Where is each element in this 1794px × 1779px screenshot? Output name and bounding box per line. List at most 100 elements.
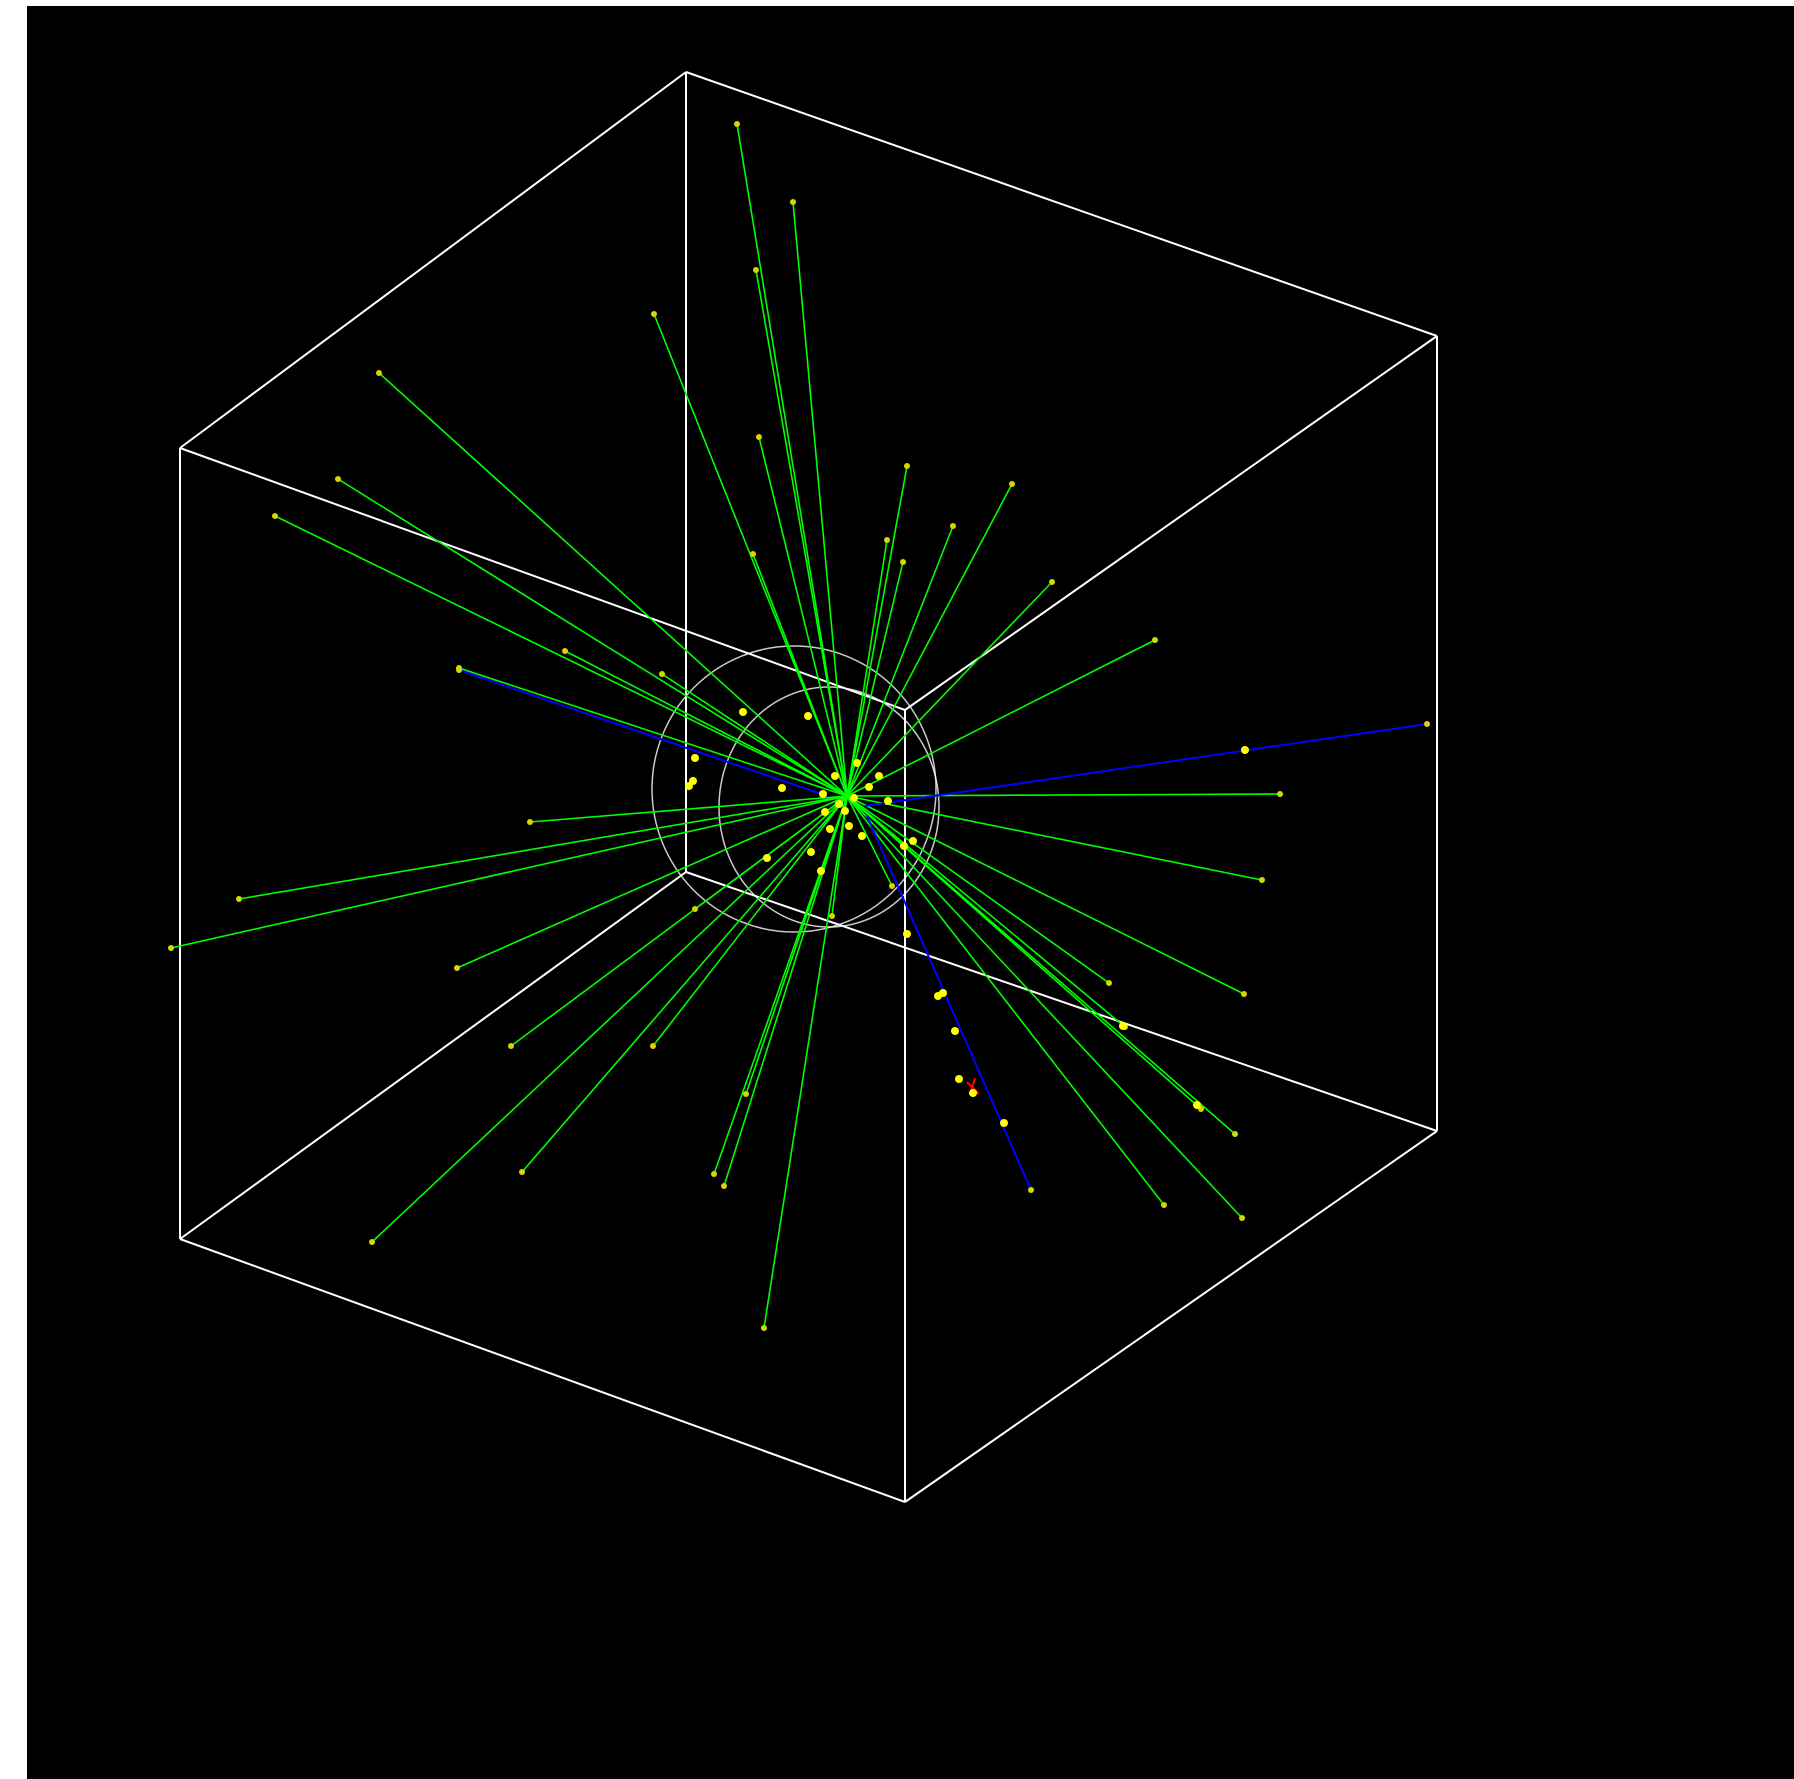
charged-track [846, 525, 954, 797]
track-endpoint [454, 965, 460, 971]
track-endpoint [1049, 579, 1055, 585]
charged-track [378, 372, 848, 797]
charged-track [846, 795, 1126, 1028]
track-endpoint [1152, 637, 1158, 643]
track-endpoint [376, 370, 382, 376]
charged-track [846, 795, 893, 887]
detector-edge [685, 871, 1438, 1132]
track-endpoint [1106, 980, 1112, 986]
track-hit [1119, 1022, 1127, 1030]
track-hit [939, 989, 947, 997]
track-endpoint [519, 1169, 525, 1175]
charged-track [792, 201, 848, 797]
charged-track [831, 795, 848, 917]
charged-track [846, 795, 1165, 1206]
charged-track [736, 123, 848, 797]
track-hit [831, 772, 839, 780]
charged-track [170, 795, 848, 949]
track-endpoint [753, 267, 759, 273]
charged-track [274, 515, 848, 797]
track-hit [841, 807, 849, 815]
charged-track [752, 553, 848, 797]
track-hit [691, 754, 699, 762]
track-endpoint [761, 1325, 767, 1331]
track-endpoint [272, 513, 278, 519]
particle-tracks [170, 123, 1428, 1329]
detector-edge [179, 447, 906, 711]
track-endpoint [1241, 991, 1247, 997]
track-endpoint [1239, 1215, 1245, 1221]
charged-track [529, 795, 848, 823]
neutral-track [458, 669, 828, 797]
detector-edge [904, 1130, 1438, 1503]
charged-track [846, 561, 904, 797]
track-endpoint [527, 819, 533, 825]
track-hit [778, 784, 786, 792]
track-endpoint [335, 476, 341, 482]
track-hit [865, 783, 873, 791]
charged-track [846, 539, 888, 797]
charged-track [458, 667, 848, 797]
charged-track [758, 436, 848, 797]
track-hit [955, 1075, 963, 1083]
track-endpoint [904, 463, 910, 469]
track-hit [817, 867, 825, 875]
track-endpoint [734, 121, 740, 127]
charged-track [661, 673, 848, 797]
track-endpoint [711, 1171, 717, 1177]
track-endpoint [721, 1183, 727, 1189]
track-hit [835, 800, 843, 808]
track-endpoint [750, 551, 756, 557]
track-hit [845, 822, 853, 830]
track-endpoint [829, 913, 835, 919]
charged-track [763, 795, 848, 1329]
track-endpoint [562, 648, 568, 654]
track-endpoint [884, 537, 890, 543]
track-hit [884, 797, 892, 805]
charged-track [846, 795, 1243, 1219]
track-endpoint [743, 1091, 749, 1097]
track-endpoint [236, 896, 242, 902]
neutral-track [864, 723, 1428, 807]
track-hit [807, 848, 815, 856]
track-endpoint [168, 945, 174, 951]
track-hit [804, 712, 812, 720]
charged-track [846, 795, 1263, 881]
track-endpoint [1028, 1187, 1034, 1193]
detector-edge [179, 71, 687, 449]
track-hit [739, 708, 747, 716]
track-hit [903, 930, 911, 938]
charged-track [238, 795, 848, 900]
track-endpoint [1259, 877, 1265, 883]
track-hit [900, 842, 908, 850]
charged-track [755, 269, 848, 797]
event-display-viewport[interactable] [27, 6, 1794, 1779]
charged-track [846, 465, 908, 797]
charged-track [846, 793, 1281, 797]
track-endpoint [508, 1043, 514, 1049]
track-hit [853, 759, 861, 767]
track-hit [763, 854, 771, 862]
charged-track [846, 483, 1013, 797]
track-hit [821, 808, 829, 816]
track-hit [875, 772, 883, 780]
track-hit [819, 790, 827, 798]
detector-geometry [179, 71, 1438, 1503]
track-endpoint [1009, 481, 1015, 487]
charged-track [846, 795, 1110, 984]
track-endpoint [950, 523, 956, 529]
charged-track [456, 795, 848, 969]
track-hit [685, 782, 693, 790]
charged-track [846, 795, 1236, 1135]
track-hit [951, 1027, 959, 1035]
track-endpoint [790, 199, 796, 205]
charged-track [371, 795, 848, 1243]
track-endpoint [651, 311, 657, 317]
event-display-scene[interactable] [27, 6, 1794, 1779]
track-endpoint [900, 559, 906, 565]
track-hit [969, 1089, 977, 1097]
charged-track [521, 795, 848, 1173]
track-endpoint [1277, 791, 1283, 797]
track-endpoint [1232, 1131, 1238, 1137]
track-endpoint [889, 883, 895, 889]
